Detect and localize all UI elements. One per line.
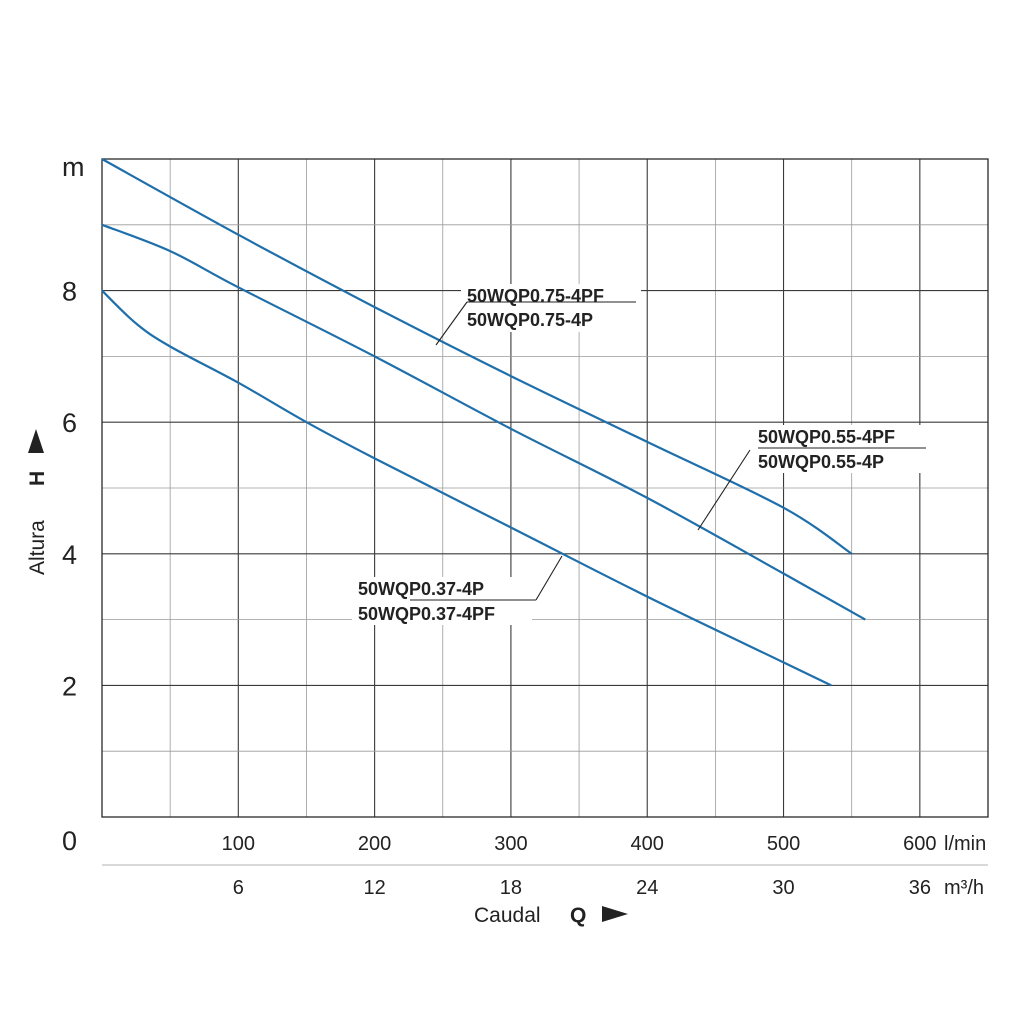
x2-tick-label: 12: [363, 877, 385, 899]
y-axis-symbol: H: [26, 471, 49, 486]
series-label-alt: 50WQP0.37-4PF: [358, 604, 495, 624]
series-line-2: [101, 223, 866, 621]
x-tick-label: 600: [903, 833, 936, 855]
series-label: 50WQP0.75-4PF: [467, 286, 604, 306]
label-leader-line: [435, 301, 468, 346]
grid: [102, 159, 988, 817]
x2-tick-label: 24: [636, 877, 658, 899]
x-tick-label: 300: [494, 833, 527, 855]
x-axis-symbol: Q: [570, 904, 586, 927]
series-line-1: [101, 158, 853, 555]
y-tick-label: 2: [62, 671, 77, 701]
series-label-box: [352, 577, 532, 625]
y-tick-label: 4: [62, 540, 77, 570]
series-label-box: [461, 284, 641, 332]
x-axis-arrow-icon: [602, 906, 628, 922]
x2-unit-label: m³/h: [944, 877, 984, 899]
series-line-3: [101, 289, 832, 687]
y-axis-title: Altura: [26, 520, 49, 575]
y-tick-label: 8: [62, 277, 77, 307]
series-label-box: [752, 425, 932, 473]
y-unit-label: m: [62, 152, 85, 182]
x-tick-label: 200: [358, 833, 391, 855]
x-tick-label: 400: [631, 833, 664, 855]
x2-tick-label: 30: [772, 877, 794, 899]
series-labels: 50WQP0.75-4PF 50WQP0.75-4P 50WQP0.55-4PF 50…: [352, 284, 932, 625]
series-label-alt: 50WQP0.75-4P: [467, 310, 593, 330]
x-tick-label: 500: [767, 833, 800, 855]
y-axis-arrow-icon: [28, 429, 44, 453]
series-label: 50WQP0.55-4PF: [758, 427, 895, 447]
x2-tick-label: 18: [500, 877, 522, 899]
x2-tick-label: 6: [233, 877, 244, 899]
x-axis-title: Caudal: [474, 904, 541, 927]
label-leader-line: [697, 449, 751, 531]
label-leader-line: [535, 555, 563, 601]
x-unit-label: l/min: [944, 833, 986, 855]
plot-frame: [101, 158, 989, 818]
y-tick-label: 6: [62, 408, 77, 438]
y-zero-label: 0: [62, 826, 77, 856]
x-tick-label: 100: [222, 833, 255, 855]
series-label: 50WQP0.37-4P: [358, 579, 484, 599]
curves: [101, 158, 866, 687]
x2-tick-label: 36: [909, 877, 931, 899]
series-label-alt: 50WQP0.55-4P: [758, 452, 884, 472]
